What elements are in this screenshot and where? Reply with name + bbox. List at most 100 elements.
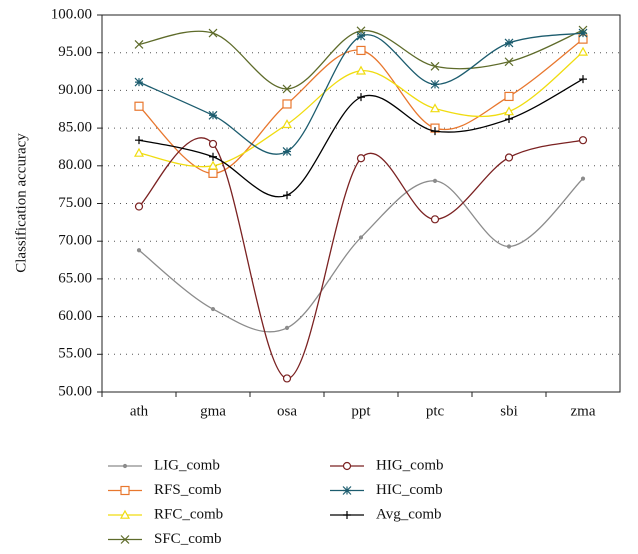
legend-marker — [342, 461, 352, 471]
plot-frame — [101, 14, 621, 393]
marker-part — [504, 153, 514, 162]
marker-part — [358, 235, 364, 240]
y-tick-label: 100.00 — [51, 6, 92, 22]
marker — [577, 46, 589, 56]
marker-part — [134, 101, 144, 111]
marker — [356, 45, 366, 56]
marker-part — [356, 45, 366, 56]
marker-part — [208, 139, 218, 149]
y-tick-label: 60.00 — [58, 308, 92, 324]
marker — [506, 244, 512, 249]
y-tick-label: 55.00 — [58, 346, 92, 362]
y-tick-label: 80.00 — [58, 157, 92, 173]
marker — [504, 57, 514, 67]
marker-part — [135, 136, 143, 145]
marker-part — [119, 509, 131, 519]
marker — [282, 99, 292, 109]
marker — [431, 127, 439, 136]
marker — [136, 248, 142, 253]
marker — [430, 79, 440, 89]
marker-part — [578, 28, 588, 38]
marker — [208, 139, 218, 149]
marker-part — [580, 176, 586, 181]
marker-part — [357, 93, 365, 102]
marker-part — [134, 39, 144, 49]
marker-part — [208, 28, 218, 38]
legend-marker — [342, 486, 352, 495]
marker — [430, 61, 440, 71]
marker — [357, 93, 365, 102]
x-tick-label: zma — [571, 403, 596, 419]
marker — [134, 39, 144, 49]
marker-part — [579, 75, 587, 84]
marker — [210, 306, 216, 312]
marker-part — [208, 168, 218, 178]
marker — [580, 176, 586, 181]
marker-part — [432, 178, 438, 183]
legend-label: LIG_comb — [154, 457, 220, 473]
marker-part — [282, 99, 292, 109]
marker-part — [134, 202, 144, 211]
marker-part — [342, 461, 352, 471]
marker-part — [120, 535, 130, 544]
y-tick-label: 95.00 — [58, 44, 92, 60]
marker — [356, 31, 366, 41]
marker — [504, 153, 514, 162]
marker-part — [356, 31, 366, 41]
marker — [207, 160, 219, 170]
y-axis-label: Classification accuracy — [13, 133, 29, 273]
legend-marker — [122, 463, 128, 469]
marker-part — [136, 248, 142, 253]
marker-part — [133, 147, 145, 157]
marker — [432, 178, 438, 183]
marker-part — [503, 106, 515, 116]
marker-part — [506, 244, 512, 249]
marker-part — [504, 57, 514, 67]
x-tick-label: gma — [200, 403, 226, 419]
series-line — [138, 178, 584, 333]
marker — [208, 168, 218, 178]
marker-part — [134, 77, 144, 87]
marker-part — [355, 65, 367, 75]
marker-part — [342, 486, 352, 495]
marker — [505, 115, 513, 124]
marker-part — [430, 79, 440, 89]
legend-marker — [343, 511, 351, 519]
marker — [284, 325, 290, 331]
marker-part — [209, 152, 217, 161]
marker — [283, 191, 291, 200]
marker-part — [504, 38, 514, 48]
marker-part — [282, 374, 292, 383]
marker-part — [430, 61, 440, 71]
series-line — [138, 137, 584, 380]
marker-part — [210, 306, 216, 312]
legend-label: RFS_comb — [154, 482, 222, 498]
x-tick-label: ptc — [426, 403, 445, 419]
marker-part — [281, 119, 293, 129]
y-tick-label: 85.00 — [58, 120, 92, 136]
marker-part — [122, 463, 128, 469]
marker-part — [577, 46, 589, 56]
marker-part — [282, 84, 292, 94]
marker — [281, 119, 293, 129]
marker-part — [431, 127, 439, 136]
marker — [578, 136, 588, 145]
x-tick-label: ath — [130, 403, 149, 419]
marker — [358, 235, 364, 240]
legend-label: HIG_comb — [376, 457, 444, 473]
y-tick-label: 50.00 — [58, 383, 92, 399]
marker-part — [283, 191, 291, 200]
legend-label: Avg_comb — [376, 506, 442, 522]
y-tick-label: 70.00 — [58, 233, 92, 249]
legend-label: SFC_comb — [154, 531, 222, 547]
marker — [356, 154, 366, 163]
marker — [208, 110, 218, 120]
legend-marker — [120, 535, 130, 544]
marker — [504, 38, 514, 48]
marker — [135, 136, 143, 145]
marker — [579, 75, 587, 84]
marker-part — [578, 136, 588, 145]
marker-part — [120, 485, 130, 496]
marker — [282, 147, 292, 156]
